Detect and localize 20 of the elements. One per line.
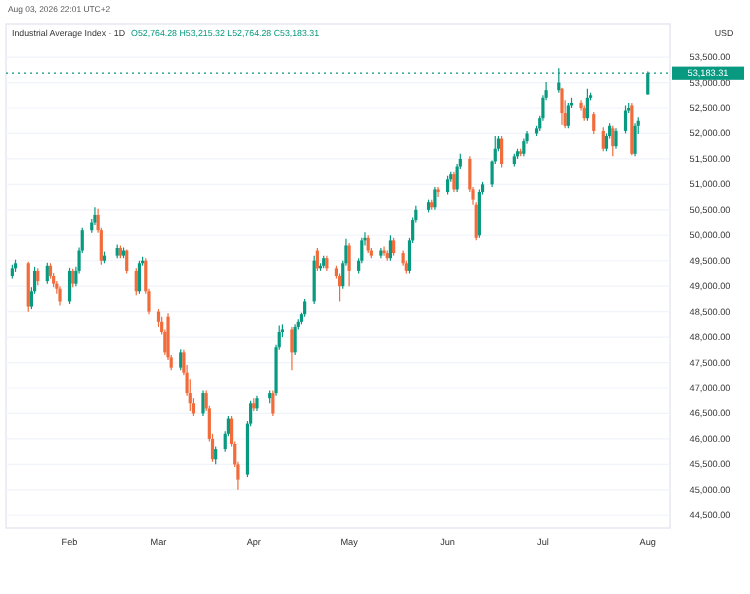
- candlestick: [560, 87, 564, 126]
- candlestick: [293, 323, 297, 356]
- candlestick: [347, 242, 351, 287]
- candlestick: [134, 267, 138, 296]
- candlestick: [45, 262, 49, 285]
- candlestick: [93, 206, 97, 226]
- candlestick: [633, 122, 637, 157]
- candlestick: [592, 111, 596, 135]
- candlestick: [337, 272, 342, 303]
- candlestick: [58, 285, 62, 307]
- candlestick: [26, 261, 30, 313]
- candlestick: [436, 186, 440, 198]
- candlestick: [67, 267, 72, 305]
- candlestick: [137, 260, 142, 295]
- candlestick: [312, 255, 316, 305]
- candlestick: [290, 326, 294, 371]
- candlestick: [614, 127, 618, 150]
- candlestick: [601, 126, 605, 152]
- candlestick: [125, 248, 129, 275]
- candlestick: [500, 135, 504, 169]
